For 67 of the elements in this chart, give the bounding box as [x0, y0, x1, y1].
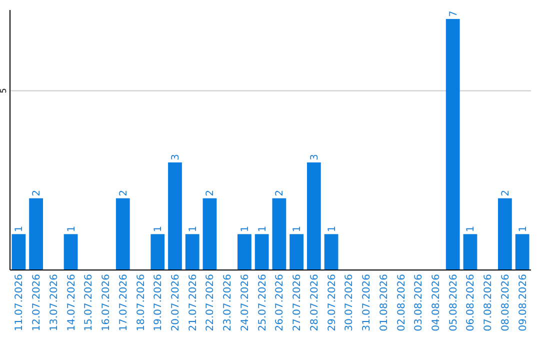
data-label: 3 [170, 154, 182, 160]
x-tick-label: 27.07.2026 [292, 274, 304, 332]
data-label: 1 [153, 226, 164, 232]
bar [324, 234, 338, 270]
x-tick-label: 25.07.2026 [257, 274, 268, 332]
x-tick-label: 14.07.2026 [66, 274, 78, 332]
data-label: 7 [448, 10, 460, 17]
x-tick-label: 20.07.2026 [170, 274, 182, 332]
x-tick-label: 16.07.2026 [101, 274, 112, 332]
bar [64, 234, 78, 270]
x-tick-label: 12.07.2026 [32, 274, 43, 332]
data-label: 1 [518, 226, 529, 232]
bar [446, 18, 460, 270]
x-tick-label: 19.07.2026 [153, 274, 164, 332]
data-label: 2 [274, 190, 286, 196]
x-tick-label: 08.08.2026 [500, 274, 512, 332]
x-tick-label: 23.07.2026 [222, 274, 234, 332]
x-tick-label: 24.07.2026 [240, 274, 251, 332]
x-tick-label: 03.08.2026 [414, 274, 425, 332]
data-label: 2 [500, 190, 512, 196]
data-label: 1 [326, 226, 338, 232]
bar [29, 198, 43, 270]
bar [290, 234, 304, 270]
x-tick-label: 09.08.2026 [518, 274, 529, 332]
x-tick-label: 31.07.2026 [362, 274, 373, 332]
bar [168, 162, 182, 270]
bar [116, 198, 130, 270]
x-tick-label: 29.07.2026 [326, 274, 338, 332]
bar [515, 234, 530, 270]
bar [202, 198, 217, 270]
data-label: 1 [240, 226, 251, 232]
x-tick-label: 22.07.2026 [205, 274, 216, 332]
data-label: 1 [292, 226, 304, 232]
x-tick-label: 15.07.2026 [84, 274, 95, 332]
x-tick-label: 17.07.2026 [118, 274, 130, 332]
data-label: 1 [466, 226, 477, 232]
x-tick-label: 30.07.2026 [344, 274, 356, 332]
bar [306, 162, 321, 270]
x-tick-label: 11.07.2026 [14, 274, 26, 332]
bar [272, 198, 286, 270]
x-tick-label: 04.08.2026 [430, 274, 442, 332]
data-label: 1 [188, 226, 199, 232]
data-label: 2 [118, 190, 130, 196]
bar [238, 234, 252, 270]
x-tick-label: 18.07.2026 [136, 274, 147, 332]
bar [498, 198, 512, 270]
x-tick-label: 28.07.2026 [309, 274, 320, 332]
x-tick-label: 21.07.2026 [188, 274, 199, 332]
x-tick-label: 06.08.2026 [466, 274, 477, 332]
data-label: 1 [66, 226, 78, 232]
data-label: 3 [309, 154, 320, 160]
data-label: 2 [32, 190, 43, 196]
x-tick-label: 01.08.2026 [378, 274, 390, 332]
bar [254, 234, 269, 270]
y-tick-label: 5 [0, 88, 8, 94]
bar [463, 234, 478, 270]
data-label: 1 [257, 226, 268, 232]
bar [12, 234, 26, 270]
x-tick-label: 26.07.2026 [274, 274, 286, 332]
bar [150, 234, 165, 270]
data-label: 2 [205, 190, 216, 196]
data-label: 1 [14, 226, 26, 232]
bar [185, 234, 200, 270]
x-tick-label: 07.08.2026 [483, 274, 494, 332]
x-tick-label: 05.08.2026 [448, 274, 460, 332]
x-tick-label: 02.08.2026 [396, 274, 408, 332]
x-tick-label: 13.07.2026 [48, 274, 60, 332]
